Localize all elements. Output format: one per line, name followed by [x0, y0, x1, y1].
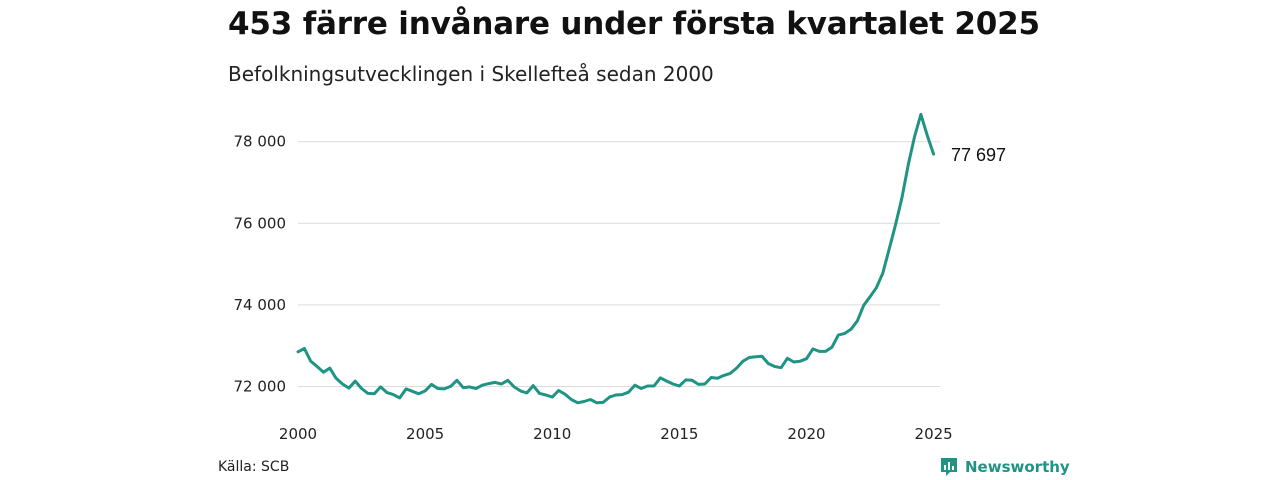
- x-tick-label: 2025: [915, 425, 953, 443]
- y-tick-label: 76 000: [234, 214, 287, 232]
- x-tick-label: 2020: [787, 425, 825, 443]
- source-label: Källa: SCB: [218, 459, 290, 475]
- newsworthy-logo-icon: [941, 458, 957, 476]
- chart-title: 453 färre invånare under första kvartale…: [228, 6, 1040, 42]
- brand-name: Newsworthy: [965, 458, 1070, 476]
- x-tick-label: 2005: [406, 425, 444, 443]
- x-tick-label: 2000: [279, 425, 317, 443]
- x-tick-label: 2015: [660, 425, 698, 443]
- end-value-label: 77 697: [951, 145, 1006, 165]
- x-tick-label: 2010: [533, 425, 571, 443]
- y-tick-label: 74 000: [234, 296, 287, 314]
- brand-logo[interactable]: Newsworthy: [939, 456, 1070, 478]
- chart-subtitle: Befolkningsutvecklingen i Skellefteå sed…: [228, 62, 714, 86]
- y-tick-label: 78 000: [234, 133, 287, 151]
- population-line: [296, 112, 936, 405]
- y-tick-label: 72 000: [234, 377, 287, 395]
